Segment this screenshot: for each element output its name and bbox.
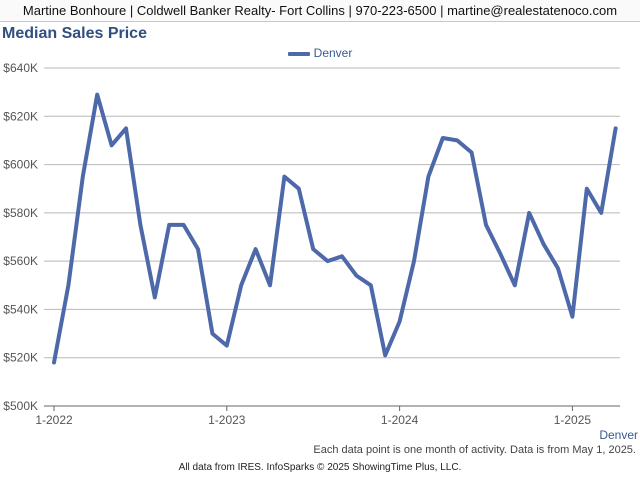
y-tick-label: $560K: [3, 254, 38, 268]
y-tick-label: $520K: [3, 351, 38, 365]
y-tick-label: $540K: [3, 302, 38, 316]
x-tick-label: 1-2025: [554, 413, 592, 427]
x-tick-label: 1-2022: [35, 413, 73, 427]
y-tick-label: $500K: [3, 399, 38, 413]
y-tick-label: $580K: [3, 206, 38, 220]
data-credit: All data from IRES. InfoSparks © 2025 Sh…: [178, 462, 462, 473]
y-tick-label: $640K: [3, 61, 38, 75]
y-tick-label: $620K: [3, 109, 38, 123]
data-footnote: Each data point is one month of activity…: [313, 444, 636, 456]
chart-legend[interactable]: Denver: [0, 46, 640, 60]
series-end-label: Denver: [599, 428, 638, 442]
legend-swatch: [287, 51, 310, 56]
x-tick-label: 1-2023: [208, 413, 246, 427]
legend-label: Denver: [313, 46, 353, 60]
x-tick-label: 1-2024: [381, 413, 419, 427]
agent-header-bar: Martine Bonhoure | Coldwell Banker Realt…: [0, 0, 640, 22]
series-line-denver[interactable]: [52, 92, 618, 365]
agent-contact-text: Martine Bonhoure | Coldwell Banker Realt…: [22, 3, 618, 18]
chart-title: Median Sales Price: [2, 25, 147, 42]
y-tick-label: $600K: [3, 158, 38, 172]
